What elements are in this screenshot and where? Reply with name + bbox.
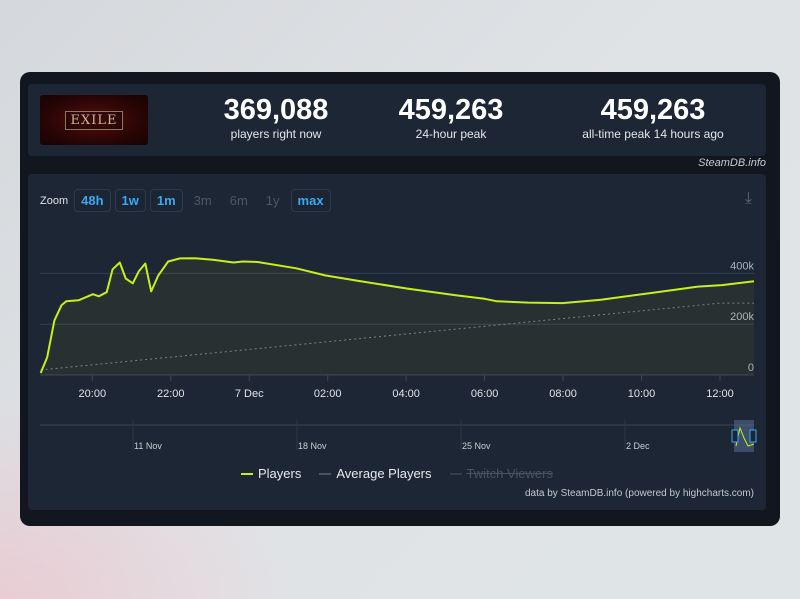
- average-players-line: [40, 302, 754, 371]
- navigator-label: 2 Dec: [626, 441, 650, 451]
- download-icon[interactable]: ⤓: [744, 190, 752, 207]
- navigator-label: 18 Nov: [298, 441, 327, 451]
- stat-24h-peak: 459,263 24-hour peak: [351, 94, 551, 141]
- navigator-series: [735, 426, 755, 447]
- legend-twitch-viewers[interactable]: Twitch Viewers: [449, 466, 553, 481]
- stat-value: 369,088: [223, 94, 329, 126]
- player-chart: 0 200k 400k 20:00 22:00 7 Dec 02:00 04:00 06:00 0…: [39, 257, 757, 452]
- legend-label: Average Players: [336, 466, 432, 481]
- zoom-1y-button: 1y: [265, 193, 280, 208]
- zoom-1w-button[interactable]: 1w: [114, 189, 146, 212]
- legend: Players Average Players Twitch Viewers: [28, 466, 766, 481]
- navigator-label: 25 Nov: [462, 441, 491, 451]
- average-swatch: [319, 472, 332, 475]
- navigator-selection[interactable]: [734, 420, 754, 452]
- stat-current: 369,088 players right now: [176, 94, 376, 141]
- navigator-handle[interactable]: [749, 429, 757, 443]
- x-tick-label: 20:00: [79, 388, 107, 400]
- legend-label: Twitch Viewers: [466, 466, 553, 481]
- legend-average-players[interactable]: Average Players: [319, 466, 432, 481]
- x-tick-label: 04:00: [392, 388, 420, 400]
- y-tick-label: 0: [748, 362, 754, 374]
- logo-text: EXILE: [65, 110, 123, 130]
- stat-label: 24-hour peak: [415, 127, 487, 141]
- steamdb-credit[interactable]: SteamDB.info: [698, 157, 766, 169]
- game-logo: EXILE: [40, 95, 148, 145]
- legend-players[interactable]: Players: [241, 466, 301, 481]
- x-tick-label: 7 Dec: [235, 388, 264, 400]
- players-swatch: [241, 472, 253, 475]
- stat-label: all-time peak 14 hours ago: [582, 127, 724, 141]
- navigator-label: 11 Nov: [134, 441, 162, 451]
- x-tick-label: 10:00: [628, 388, 656, 400]
- y-tick-label: 400k: [730, 260, 754, 272]
- zoom-48h-button[interactable]: 48h: [74, 189, 111, 212]
- zoom-3m-button: 3m: [193, 193, 212, 208]
- navigator-handle[interactable]: [731, 429, 739, 443]
- stat-value: 459,263: [398, 94, 504, 126]
- stat-alltime-peak: 459,263 all-time peak 14 hours ago: [553, 94, 753, 141]
- x-tick-label: 22:00: [157, 388, 185, 400]
- x-tick-label: 06:00: [471, 388, 499, 400]
- legend-label: Players: [258, 466, 302, 481]
- zoom-1m-button[interactable]: 1m: [149, 189, 183, 212]
- chart-container: Zoom 48h 1w 1m 3m 6m 1y max ⤓ 0 200k 400k 2…: [28, 174, 766, 510]
- players-line: [39, 257, 755, 374]
- stats-panel: EXILE 369,088 players right now 459,263 24…: [28, 84, 766, 156]
- x-tick-label: 08:00: [549, 388, 577, 400]
- y-tick-label: 200k: [730, 311, 754, 323]
- chart-credits[interactable]: data by SteamDB.info (powered by highcha…: [525, 488, 754, 499]
- twitch-swatch: [449, 472, 462, 475]
- zoom-label: Zoom: [40, 194, 69, 207]
- stat-label: players right now: [230, 127, 322, 141]
- zoom-max-button[interactable]: max: [290, 189, 331, 212]
- x-tick-label: 12:00: [706, 388, 734, 400]
- x-tick-label: 02:00: [314, 388, 342, 400]
- zoom-toolbar: Zoom 48h 1w 1m 3m 6m 1y max: [40, 189, 331, 212]
- players-area: [40, 258, 754, 375]
- stat-value: 459,263: [600, 94, 706, 126]
- zoom-6m-button: 6m: [229, 193, 248, 208]
